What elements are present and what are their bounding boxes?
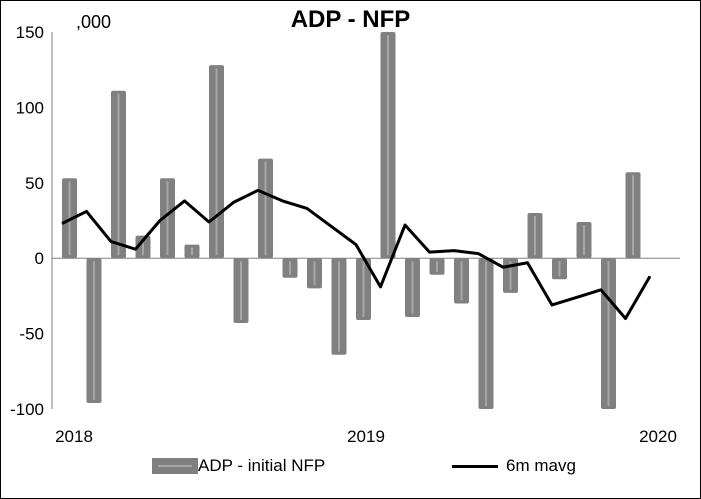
mavg-line (61, 188, 652, 321)
y-tick-label: 50 (25, 174, 44, 193)
y-tick-label: 150 (16, 23, 44, 42)
unit-label: ,000 (76, 12, 112, 32)
y-tick-label: 100 (16, 98, 44, 117)
chart-title: ADP - NFP (290, 6, 411, 33)
legend-item-bars: ADP - initial NFP (152, 456, 325, 476)
legend-swatch-bars (152, 458, 198, 474)
y-tick-label: -50 (19, 325, 44, 344)
x-tick-label: 2020 (639, 427, 677, 446)
legend-swatch-line (452, 464, 498, 468)
legend-item-line: 6m mavg (452, 456, 576, 476)
y-tick-label: -100 (10, 400, 44, 419)
y-tick-label: 0 (35, 249, 44, 268)
legend-label-line: 6m mavg (506, 456, 576, 475)
x-tick-label: 2018 (55, 427, 93, 446)
legend-label-bars: ADP - initial NFP (198, 456, 326, 475)
x-tick-label: 2019 (347, 427, 385, 446)
